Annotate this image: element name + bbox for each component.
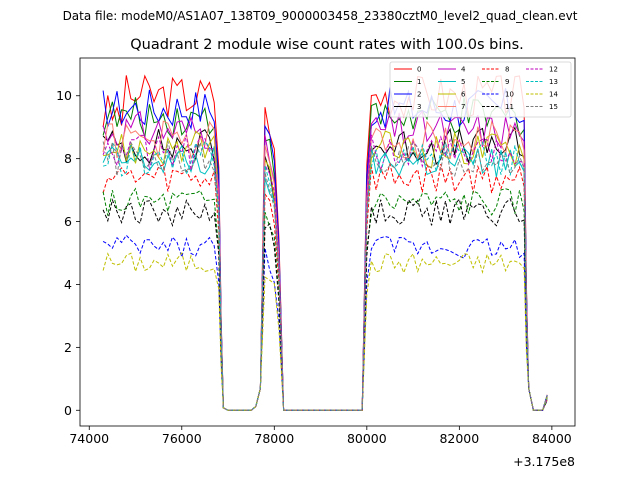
y-tick-label: 2 [64, 340, 72, 355]
suptitle: Data file: modeM0/AS1A07_138T09_90000034… [63, 9, 578, 23]
y-tick-label: 4 [64, 277, 72, 292]
legend-label-4: 4 [461, 66, 466, 74]
y-tick-label: 10 [56, 88, 72, 103]
legend-label-14: 14 [549, 91, 558, 99]
series-group [102, 74, 548, 411]
legend-label-12: 12 [549, 66, 558, 74]
plot-frame [79, 57, 576, 427]
x-tick-label: 74000 [69, 431, 109, 446]
series-line-15 [102, 141, 548, 411]
y-axis: 0 2 4 6 8 10 [56, 88, 80, 418]
series-line-13 [102, 140, 548, 411]
legend-label-6: 6 [461, 91, 466, 99]
legend-label-0: 0 [417, 66, 421, 74]
x-axis: 74000 76000 78000 80000 82000 84000 [69, 426, 572, 446]
legend-label-7: 7 [461, 103, 465, 111]
legend-label-15: 15 [549, 103, 558, 111]
legend-label-2: 2 [417, 91, 421, 99]
y-tick-label: 0 [64, 403, 72, 418]
legend-label-1: 1 [417, 78, 421, 86]
legend-label-9: 9 [505, 78, 509, 86]
legend-label-8: 8 [505, 66, 509, 74]
y-tick-label: 6 [64, 214, 72, 229]
legend-label-11: 11 [505, 103, 514, 111]
x-tick-label: 80000 [347, 431, 387, 446]
x-tick-label: 76000 [162, 431, 202, 446]
plot-area [80, 58, 575, 426]
x-offset-label: +3.175e8 [513, 454, 575, 469]
y-tick-label: 8 [64, 151, 72, 166]
x-tick-label: 82000 [439, 431, 479, 446]
x-tick-label: 78000 [254, 431, 294, 446]
legend-box [389, 61, 572, 118]
x-tick-label: 84000 [532, 431, 572, 446]
legend-label-5: 5 [461, 78, 465, 86]
legend-label-3: 3 [417, 103, 421, 111]
legend-label-13: 13 [549, 78, 558, 86]
series-line-14 [102, 251, 548, 411]
legend-label-10: 10 [505, 91, 514, 99]
chart-title: Quadrant 2 module wise count rates with … [130, 37, 524, 53]
